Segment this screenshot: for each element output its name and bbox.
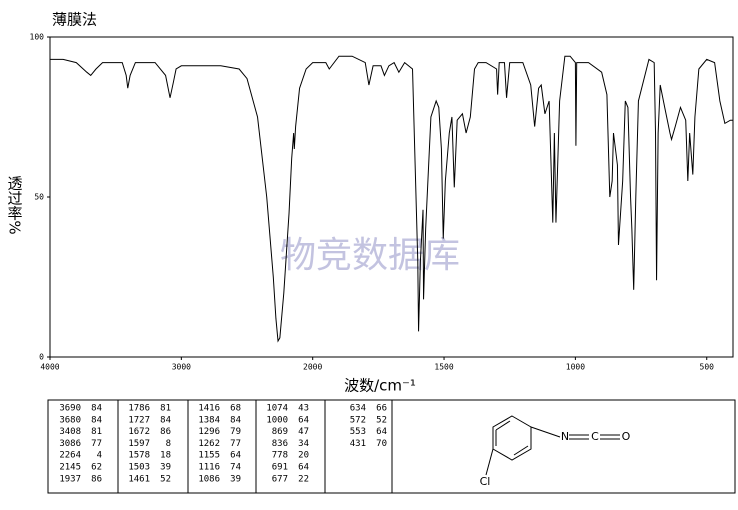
y-tick-label: 0 [39, 353, 44, 362]
x-tick-label: 3000 [172, 363, 191, 372]
table-cell: 84 [91, 404, 102, 414]
x-axis-label: 波数/cm⁻¹ [344, 377, 416, 395]
table-cell: 1416 [198, 404, 220, 414]
molecule [485, 415, 620, 476]
table-cell: 431 [350, 439, 366, 449]
x-tick-label: 1500 [434, 363, 453, 372]
x-tick-label: 1000 [566, 363, 585, 372]
table-cell: 8 [166, 439, 171, 449]
table-cell: 70 [376, 439, 387, 449]
table-cell: 553 [350, 427, 366, 437]
double-bond [495, 420, 511, 431]
table-cell: 691 [272, 463, 288, 473]
table-cell: 3408 [59, 427, 81, 437]
table-cell: 1000 [266, 415, 288, 425]
table-cell: 836 [272, 439, 288, 449]
table-cell: 66 [376, 404, 387, 414]
table-cell: 52 [160, 474, 171, 484]
table-cell: 84 [160, 415, 171, 425]
double-bond [513, 445, 529, 456]
table-cell: 1074 [266, 404, 288, 414]
atom-label: O [622, 430, 631, 443]
table-cell: 22 [298, 474, 309, 484]
table-cell: 84 [230, 415, 241, 425]
table-cell: 81 [91, 427, 102, 437]
table-cell: 62 [91, 463, 102, 473]
table-cell: 84 [91, 415, 102, 425]
table-cell: 3680 [59, 415, 81, 425]
table-cell: 81 [160, 404, 171, 414]
table-cell: 3086 [59, 439, 81, 449]
table-cell: 64 [298, 463, 309, 473]
table-cell: 79 [230, 427, 241, 437]
table-cell: 1461 [128, 474, 150, 484]
y-tick-label: 100 [30, 33, 45, 42]
table-cell: 64 [298, 415, 309, 425]
table-cell: 39 [230, 474, 241, 484]
table-cell: 572 [350, 415, 366, 425]
atom-label: N [561, 430, 569, 443]
table-cell: 43 [298, 404, 309, 414]
table-cell: 52 [376, 415, 387, 425]
bond [485, 448, 494, 476]
table-cell: 1727 [128, 415, 150, 425]
table-cell: 677 [272, 474, 288, 484]
table-cell: 20 [298, 451, 309, 461]
table-cell: 1384 [198, 415, 220, 425]
table-cell: 39 [160, 463, 171, 473]
table-cell: 1116 [198, 463, 220, 473]
table-cell: 34 [298, 439, 309, 449]
table-cell: 1578 [128, 451, 150, 461]
table-cell: 4 [97, 451, 102, 461]
table-cell: 74 [230, 463, 241, 473]
table-cell: 77 [230, 439, 241, 449]
table-cell: 18 [160, 451, 171, 461]
atom-label: C [591, 430, 599, 443]
chart-title: 薄膜法 [52, 11, 97, 29]
table-cell: 47 [298, 427, 309, 437]
y-tick-label: 50 [34, 193, 44, 202]
table-cell: 1086 [198, 474, 220, 484]
table-cell: 778 [272, 451, 288, 461]
table-cell: 869 [272, 427, 288, 437]
table-cell: 3690 [59, 404, 81, 414]
table-dividers [117, 400, 393, 493]
y-axis-label: 透过率% [6, 175, 24, 234]
table-cell: 68 [230, 404, 241, 414]
table-cell: 1262 [198, 439, 220, 449]
atom-label: Cl [480, 475, 491, 488]
table-cell: 1155 [198, 451, 220, 461]
table-cell: 1786 [128, 404, 150, 414]
x-tick-label: 2000 [303, 363, 322, 372]
bond [530, 426, 561, 438]
benzene-ring [492, 415, 532, 461]
table-cell: 1296 [198, 427, 220, 437]
table-cell: 2145 [59, 463, 81, 473]
table-cell: 64 [376, 427, 387, 437]
table-cell: 77 [91, 439, 102, 449]
table-cell: 64 [230, 451, 241, 461]
table-cell: 1503 [128, 463, 150, 473]
x-tick-label: 500 [700, 363, 715, 372]
table-cell: 86 [160, 427, 171, 437]
table-cell: 1672 [128, 427, 150, 437]
table-cell: 1597 [128, 439, 150, 449]
table-cell: 2264 [59, 451, 81, 461]
table-cell: 1937 [59, 474, 81, 484]
x-tick-label: 4000 [40, 363, 59, 372]
table-cell: 634 [350, 404, 366, 414]
table-cell: 86 [91, 474, 102, 484]
watermark: 物竞数据库 [280, 235, 460, 276]
spectrum-line [50, 55, 733, 343]
